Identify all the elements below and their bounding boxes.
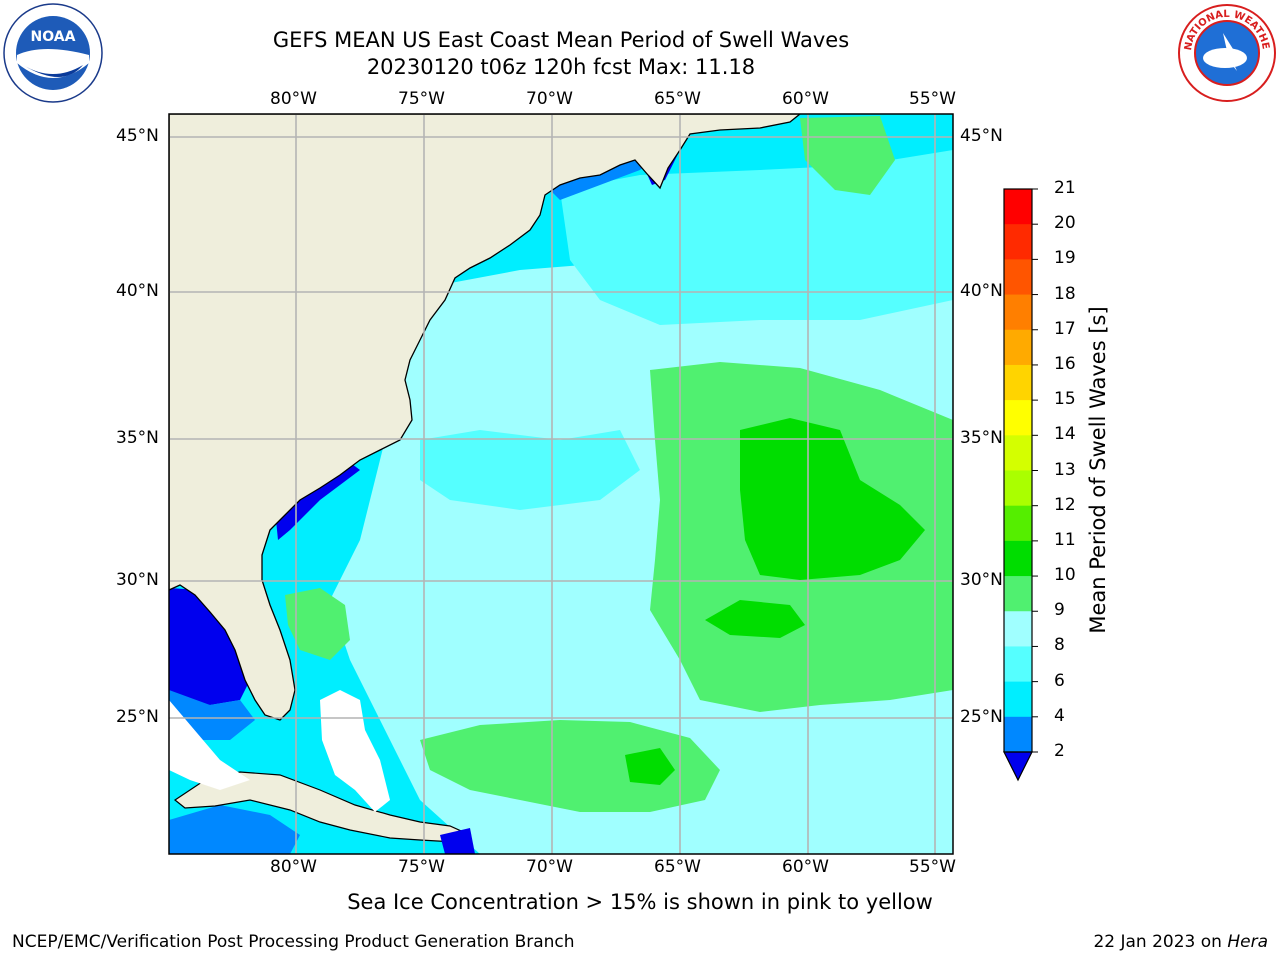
colorbar-segment — [1004, 646, 1032, 683]
colorbar-segment — [1004, 505, 1032, 542]
colorbar-segment — [1004, 611, 1032, 647]
graticule — [169, 114, 953, 854]
colorbar-segment — [1004, 294, 1032, 331]
colorbar-tick-label: 4 — [1054, 705, 1065, 726]
lat-label-right: 45°N — [960, 126, 1003, 146]
colorbar-segment — [1004, 189, 1032, 225]
date-text: 22 Jan 2023 on — [1093, 932, 1228, 952]
colorbar-segment — [1004, 259, 1032, 296]
lat-label-right: 30°N — [960, 570, 1003, 590]
lon-label-bottom: 55°W — [909, 857, 956, 877]
lon-label-bottom: 60°W — [782, 857, 829, 877]
lat-label-right: 40°N — [960, 281, 1003, 301]
lat-label-left: 40°N — [116, 281, 159, 301]
lon-label-top: 65°W — [654, 89, 701, 109]
colorbar-segment — [1004, 470, 1032, 507]
field-10-11s-patch — [705, 600, 805, 638]
lon-label-bottom: 65°W — [654, 857, 701, 877]
lon-label-bottom: 80°W — [270, 857, 317, 877]
colorbar-segment — [1004, 716, 1032, 753]
lat-label-right: 35°N — [960, 428, 1003, 448]
lon-label-bottom: 70°W — [526, 857, 573, 877]
colorbar-under-arrow — [1003, 751, 1033, 782]
colorbar-tick-label: 20 — [1054, 213, 1076, 234]
caribbean-dark-patch — [440, 828, 475, 854]
field-6-8s-region — [560, 150, 953, 325]
colorbar-tick-label: 9 — [1054, 600, 1065, 621]
chart-title: GEFS MEAN US East Coast Mean Period of S… — [272, 28, 850, 52]
lon-label-top: 70°W — [526, 89, 573, 109]
lon-label-top: 75°W — [398, 89, 445, 109]
field-9-10s-patch — [285, 588, 350, 660]
field-9-10s-south — [420, 720, 720, 812]
lat-label-left: 35°N — [116, 428, 159, 448]
colorbar-tick-label: 13 — [1054, 459, 1076, 480]
colorbar-tick-label: 2 — [1054, 741, 1065, 761]
lon-label-top: 80°W — [270, 89, 317, 109]
colorbar-tick-label: 19 — [1054, 248, 1076, 269]
colorbar-tick-label: 16 — [1054, 353, 1076, 374]
colorbar-tick-label: 14 — [1054, 424, 1076, 445]
colorbar-tick-label: 21 — [1054, 178, 1076, 198]
lat-label-left: 45°N — [116, 126, 159, 146]
field-9-10s-northpatch — [800, 116, 895, 195]
field-6-8s-patch — [420, 430, 640, 510]
colorbar-segment — [1004, 435, 1032, 471]
colorbar — [1003, 188, 1038, 782]
field-4-6s-caribbean — [169, 805, 300, 854]
colorbar-tick-label: 18 — [1054, 283, 1076, 304]
machine-name: Hera — [1227, 932, 1268, 952]
colorbar-segment — [1004, 364, 1032, 401]
lat-label-left: 30°N — [116, 570, 159, 590]
lon-label-top: 55°W — [909, 89, 956, 109]
lat-label-right: 25°N — [960, 707, 1003, 727]
land-north-america — [169, 114, 802, 721]
bahamas-shallows — [320, 690, 390, 812]
colorbar-tick-label: 17 — [1054, 318, 1076, 339]
colorbar-segment — [1004, 400, 1032, 436]
colorbar-segment — [1004, 329, 1032, 366]
colorbar-tick-label: 11 — [1054, 529, 1076, 550]
gulf-nodata — [169, 700, 250, 790]
lon-label-top: 60°W — [782, 89, 829, 109]
colorbar-tick-label: 8 — [1054, 635, 1065, 656]
colorbar-tick-label: 15 — [1054, 389, 1076, 410]
credit-line: NCEP/EMC/Verification Post Processing Pr… — [12, 932, 575, 952]
colorbar-tick-label: 10 — [1054, 565, 1076, 586]
colorbar-segment — [1004, 681, 1032, 718]
field-10-11s-southpatch — [625, 748, 675, 785]
colorbar-label: Mean Period of Swell Waves [s] — [1086, 306, 1110, 634]
colorbar-tick-label: 12 — [1054, 494, 1076, 515]
colorbar-tick-label: 6 — [1054, 670, 1065, 691]
chart-subtitle: 20230120 t06z 120h fcst Max: 11.18 — [366, 55, 756, 79]
colorbar-segment — [1004, 540, 1032, 577]
sea-ice-note: Sea Ice Concentration > 15% is shown in … — [347, 890, 933, 914]
field-10-11s-region — [740, 418, 925, 580]
map-frame — [168, 113, 954, 855]
colorbar-segment — [1004, 576, 1032, 612]
nws-logo: NATIONAL WEATHER SERVICE — [1173, 0, 1277, 103]
noaa-logo: NOAA — [3, 3, 103, 103]
date-line: 22 Jan 2023 on Hera — [1093, 932, 1268, 952]
lat-label-left: 25°N — [116, 707, 159, 727]
lon-label-bottom: 75°W — [398, 857, 445, 877]
colorbar-segment — [1004, 224, 1032, 260]
noaa-logo-text: NOAA — [31, 29, 76, 45]
